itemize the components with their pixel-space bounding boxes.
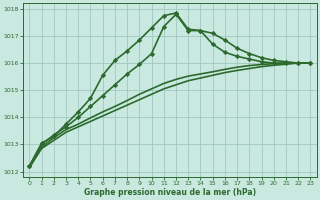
X-axis label: Graphe pression niveau de la mer (hPa): Graphe pression niveau de la mer (hPa)	[84, 188, 256, 197]
